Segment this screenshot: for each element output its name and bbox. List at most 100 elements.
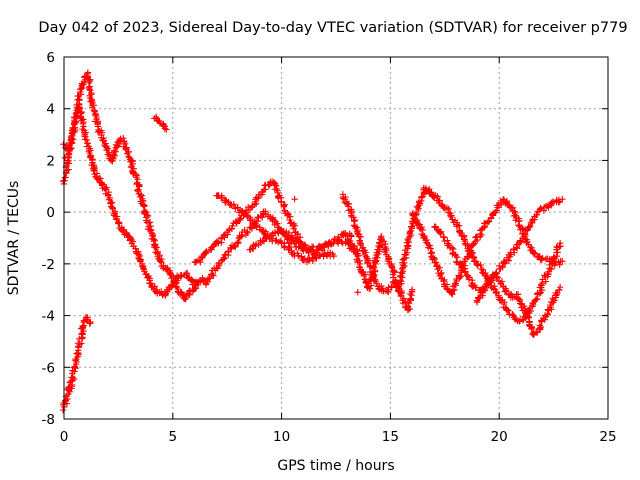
data-point-track-b: [94, 128, 102, 136]
x-tick-label: 25: [599, 429, 616, 445]
data-point-track-n: [302, 242, 309, 249]
data-point-track-m: [536, 322, 544, 329]
data-point-track-b: [110, 152, 117, 159]
data-point-track-k: [554, 244, 561, 251]
grid: [64, 57, 608, 419]
data-point-track-a: [113, 215, 121, 223]
data-point-track-b: [104, 145, 112, 152]
data-point-track-h: [364, 259, 371, 266]
y-tick-label: -2: [42, 257, 55, 273]
data-point-track-k: [532, 296, 540, 303]
data-point-track-b: [65, 144, 72, 151]
data-point-track-i: [360, 272, 368, 280]
data-point-track-l: [437, 230, 445, 237]
data-point-track-l: [440, 234, 448, 241]
data-point-track-e: [284, 212, 291, 219]
data-point-track-n: [349, 243, 356, 250]
data-point-track-b: [144, 212, 152, 220]
data-point-track-a: [145, 273, 152, 281]
data-point-track-j: [434, 265, 441, 273]
data-point-track-k: [443, 205, 451, 213]
data-point-track-j: [559, 258, 566, 265]
data-point-track-a: [90, 167, 97, 175]
data-point-track-g: [243, 228, 251, 235]
data-point-track-m: [528, 325, 535, 333]
data-point-track-c: [63, 392, 70, 400]
data-point-track-k: [527, 307, 534, 315]
data-point-track-h: [404, 302, 412, 310]
data-point-track-j: [455, 272, 463, 279]
data-point-track-l: [559, 196, 566, 203]
data-point-track-l: [472, 284, 480, 291]
data-point-track-e: [278, 198, 285, 206]
data-point-track-g: [273, 220, 281, 227]
data-point-track-m: [532, 328, 540, 335]
data-point-track-l: [431, 223, 439, 230]
data-point-track-b: [91, 107, 98, 115]
data-point-track-n: [289, 234, 296, 242]
y-tick-label: -6: [42, 360, 55, 376]
data-point-track-b: [140, 203, 148, 210]
data-point-track-k: [490, 285, 497, 292]
data-point-track-j: [474, 233, 481, 241]
data-point-track-f: [278, 239, 285, 246]
data-point-track-e: [237, 215, 244, 222]
data-point-track-h: [344, 203, 352, 210]
data-point-track-n: [285, 229, 293, 237]
data-point-track-j: [511, 208, 518, 215]
data-point-track-l: [457, 259, 464, 267]
data-point-track-m: [524, 313, 532, 320]
y-axis-label: SDTVAR / TECUs: [6, 181, 22, 296]
data-point-track-m: [545, 307, 552, 314]
data-point-track-a: [87, 152, 94, 160]
data-point-track-i: [399, 259, 406, 266]
data-point-track-k: [455, 222, 463, 229]
data-point-track-n: [295, 238, 303, 245]
data-point-track-j: [535, 253, 543, 260]
data-point-track-b: [80, 81, 87, 88]
data-point-track-b: [60, 140, 67, 148]
data-point-track-i: [362, 278, 369, 286]
tick-labels: 0 5 10 15 20 25 -8 -6 -4 -2 0 2 4 6: [42, 50, 617, 445]
data-points: [59, 69, 566, 414]
data-point-track-e: [268, 178, 276, 185]
data-point-track-f: [218, 194, 225, 201]
data-point-track-b: [74, 104, 82, 112]
data-point-track-m: [523, 309, 531, 316]
data-point-track-c: [86, 320, 94, 327]
data-point-track-k: [516, 318, 523, 325]
data-point-track-b: [134, 187, 141, 194]
x-tick-label: 5: [169, 429, 178, 445]
data-point-track-b: [162, 266, 170, 273]
data-point-track-i: [418, 193, 425, 200]
data-point-track-l: [453, 258, 460, 265]
data-point-track-j: [423, 239, 430, 246]
data-point-track-b: [105, 149, 113, 156]
data-point-track-n: [338, 238, 345, 245]
data-point-track-m: [555, 286, 563, 294]
data-point-track-b: [117, 135, 124, 142]
data-point-track-b: [166, 270, 174, 278]
data-point-track-g: [259, 214, 266, 221]
data-point-track-e: [203, 248, 210, 255]
data-point-track-l: [496, 262, 503, 270]
data-point-track-f: [230, 201, 238, 208]
data-point-track-j: [464, 254, 471, 261]
data-point-track-e: [348, 232, 355, 239]
data-point-track-g: [234, 238, 242, 246]
data-point-track-j: [415, 220, 422, 227]
x-tick-label: 0: [60, 429, 69, 445]
data-point-track-b: [76, 97, 83, 104]
data-point-track-f: [312, 253, 320, 261]
x-axis-label: GPS time / hours: [277, 458, 394, 474]
data-point-track-k: [428, 189, 435, 196]
data-point-track-a: [188, 276, 195, 283]
data-point-track-i: [378, 241, 386, 249]
data-point-track-i: [372, 268, 379, 275]
data-point-track-e: [287, 213, 294, 220]
data-point-track-a: [84, 139, 91, 147]
data-point-track-j: [440, 277, 447, 285]
y-tick-label: 4: [46, 102, 55, 118]
data-point-track-j: [539, 254, 546, 262]
data-point-track-b: [191, 282, 199, 290]
